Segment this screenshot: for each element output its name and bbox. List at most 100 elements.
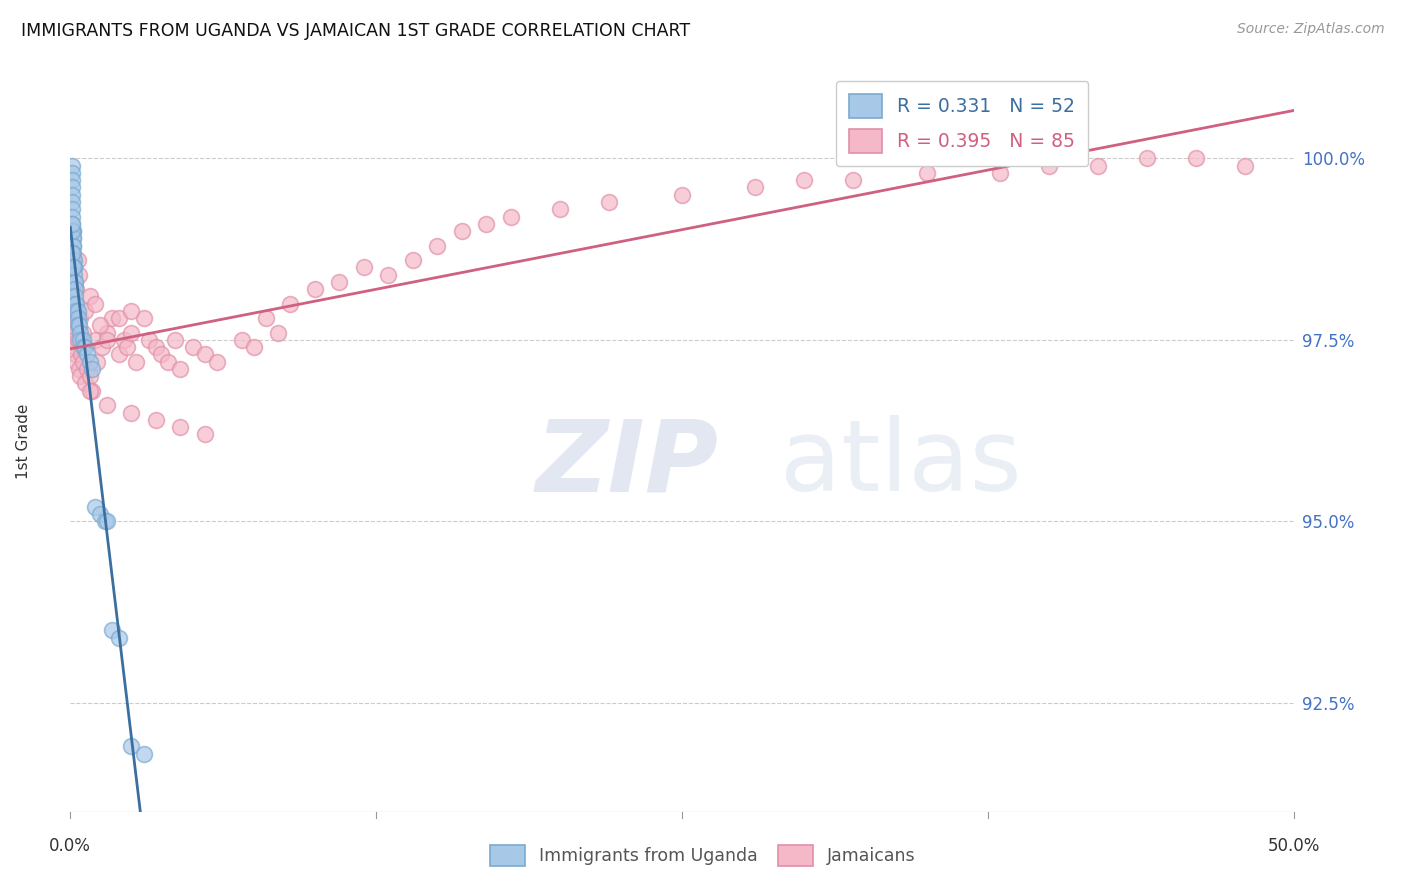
Point — [280, 296, 302, 310]
Point — [67, 268, 90, 282]
Point — [62, 326, 84, 340]
Point — [744, 180, 766, 194]
Point — [132, 311, 155, 326]
Text: 0.0%: 0.0% — [49, 837, 91, 855]
Point — [145, 413, 167, 427]
Point — [65, 304, 87, 318]
Point — [60, 224, 83, 238]
Point — [83, 296, 105, 310]
Point — [63, 268, 86, 282]
Point — [101, 624, 124, 638]
Point — [69, 333, 91, 347]
Point — [328, 275, 350, 289]
Point — [89, 507, 111, 521]
Point — [66, 318, 89, 333]
Point — [67, 318, 90, 333]
Point — [62, 260, 84, 275]
Point — [62, 238, 84, 252]
Point — [89, 318, 111, 333]
Point — [66, 253, 89, 268]
Point — [169, 420, 191, 434]
Text: 1st Grade: 1st Grade — [15, 404, 31, 479]
Point — [67, 362, 90, 376]
Point — [267, 326, 290, 340]
Point — [63, 340, 86, 354]
Point — [62, 304, 84, 318]
Point — [63, 333, 86, 347]
Text: 50.0%: 50.0% — [1267, 837, 1320, 855]
Point — [121, 405, 143, 419]
Point — [243, 340, 266, 354]
Point — [69, 369, 91, 384]
Point — [60, 173, 83, 187]
Point — [82, 384, 104, 398]
Point — [91, 340, 114, 354]
Point — [69, 326, 91, 340]
Legend: R = 0.331   N = 52, R = 0.395   N = 85: R = 0.331 N = 52, R = 0.395 N = 85 — [835, 81, 1088, 167]
Point — [125, 354, 148, 368]
Text: atlas: atlas — [780, 416, 1021, 512]
Point — [169, 362, 191, 376]
Point — [76, 347, 98, 361]
Point — [402, 253, 425, 268]
Point — [108, 311, 131, 326]
Point — [79, 369, 101, 384]
Point — [121, 739, 143, 754]
Point — [93, 515, 115, 529]
Point — [70, 347, 93, 361]
Point — [304, 282, 326, 296]
Point — [66, 311, 89, 326]
Point — [115, 340, 138, 354]
Point — [205, 354, 228, 368]
Point — [65, 296, 87, 310]
Point — [101, 311, 124, 326]
Point — [598, 194, 620, 209]
Point — [82, 362, 104, 376]
Text: IMMIGRANTS FROM UGANDA VS JAMAICAN 1ST GRADE CORRELATION CHART: IMMIGRANTS FROM UGANDA VS JAMAICAN 1ST G… — [21, 22, 690, 40]
Point — [988, 166, 1011, 180]
Point — [194, 427, 217, 442]
Point — [121, 326, 143, 340]
Point — [79, 354, 101, 368]
Point — [475, 217, 498, 231]
Point — [915, 166, 938, 180]
Point — [79, 384, 101, 398]
Point — [72, 354, 94, 368]
Point — [83, 500, 105, 514]
Point — [72, 340, 94, 354]
Point — [60, 217, 83, 231]
Point — [60, 159, 83, 173]
Point — [66, 333, 89, 347]
Point — [62, 231, 84, 245]
Point — [60, 194, 83, 209]
Point — [1087, 159, 1109, 173]
Point — [72, 333, 94, 347]
Point — [62, 238, 84, 252]
Point — [112, 333, 135, 347]
Point — [1038, 159, 1060, 173]
Point — [60, 202, 83, 217]
Point — [96, 398, 118, 412]
Point — [132, 747, 155, 761]
Point — [73, 340, 96, 354]
Point — [194, 347, 217, 361]
Point — [63, 253, 86, 268]
Point — [63, 260, 86, 275]
Point — [138, 333, 160, 347]
Point — [73, 304, 96, 318]
Point — [181, 340, 204, 354]
Point — [121, 304, 143, 318]
Point — [65, 354, 87, 368]
Point — [62, 245, 84, 260]
Point — [108, 631, 131, 645]
Text: Source: ZipAtlas.com: Source: ZipAtlas.com — [1237, 22, 1385, 37]
Point — [231, 333, 253, 347]
Point — [60, 311, 83, 326]
Point — [377, 268, 399, 282]
Point — [66, 304, 89, 318]
Point — [60, 166, 83, 180]
Point — [62, 231, 84, 245]
Point — [76, 362, 98, 376]
Point — [1184, 152, 1206, 166]
Point — [63, 282, 86, 296]
